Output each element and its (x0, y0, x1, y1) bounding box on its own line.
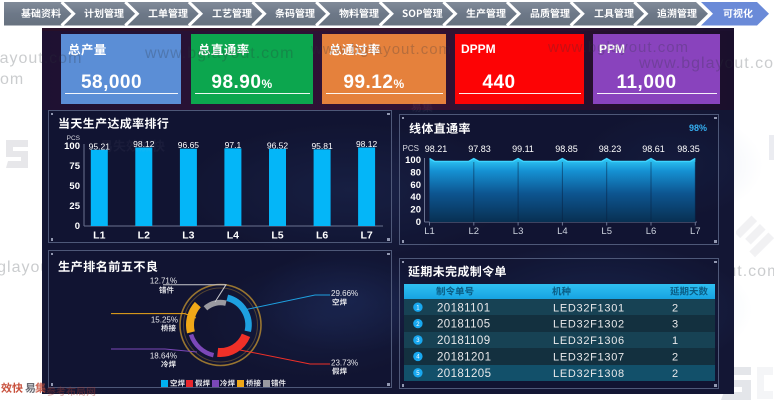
svg-text:0: 0 (416, 217, 421, 228)
svg-text:20181101: 20181101 (437, 302, 491, 314)
svg-text:5: 5 (416, 371, 420, 377)
svg-text:2: 2 (416, 322, 420, 328)
svg-text:100: 100 (405, 155, 421, 166)
svg-text:95.81: 95.81 (311, 141, 333, 151)
svg-text:23.73%: 23.73% (331, 359, 358, 368)
svg-text:L5: L5 (601, 226, 612, 237)
svg-text:LED32F1302: LED32F1302 (553, 319, 625, 331)
svg-text:L6: L6 (316, 230, 328, 242)
svg-text:20181201: 20181201 (437, 352, 491, 364)
svg-text:97.83: 97.83 (468, 144, 491, 154)
svg-text:97.1: 97.1 (225, 140, 242, 150)
svg-text:96.52: 96.52 (267, 140, 289, 150)
svg-text:0: 0 (75, 221, 80, 232)
svg-text:L4: L4 (557, 226, 568, 237)
svg-text:98.61: 98.61 (642, 144, 665, 154)
svg-text:LED32F1307: LED32F1307 (553, 352, 625, 364)
svg-text:96.65: 96.65 (178, 140, 200, 150)
svg-text:20181205: 20181205 (437, 368, 491, 380)
svg-text:L3: L3 (182, 230, 194, 242)
svg-text:98.23: 98.23 (599, 144, 622, 154)
svg-text:PCS: PCS (403, 144, 419, 153)
svg-text:15.25%: 15.25% (151, 316, 178, 325)
svg-text:98%: 98% (689, 123, 707, 133)
svg-text:3: 3 (416, 338, 420, 344)
svg-text:L1: L1 (424, 226, 435, 237)
svg-text:L2: L2 (138, 230, 150, 242)
svg-text:L7: L7 (690, 226, 701, 237)
svg-text:20181105: 20181105 (437, 319, 491, 331)
svg-text:40: 40 (410, 192, 421, 203)
svg-text:1: 1 (672, 335, 678, 347)
svg-text:L3: L3 (513, 226, 524, 237)
svg-text:50: 50 (69, 181, 80, 192)
svg-text:98.85: 98.85 (555, 144, 578, 154)
svg-text:98.12: 98.12 (356, 139, 378, 149)
svg-text:80: 80 (410, 167, 421, 178)
svg-text:L5: L5 (271, 230, 283, 242)
svg-text:99.11: 99.11 (512, 144, 534, 154)
svg-text:98.21: 98.21 (425, 144, 448, 154)
svg-text:L7: L7 (360, 230, 372, 242)
svg-text:4: 4 (416, 355, 420, 361)
svg-text:2: 2 (672, 352, 678, 364)
svg-text:20: 20 (410, 205, 421, 216)
svg-text:LED32F1301: LED32F1301 (553, 302, 625, 314)
svg-text:25: 25 (69, 201, 80, 212)
svg-text:LED32F1308: LED32F1308 (553, 368, 625, 380)
svg-text:29.66%: 29.66% (331, 289, 358, 298)
svg-text:2: 2 (672, 302, 678, 314)
svg-text:2: 2 (672, 368, 678, 380)
svg-text:L4: L4 (227, 230, 239, 242)
svg-text:75: 75 (69, 161, 80, 172)
svg-text:L1: L1 (93, 230, 105, 242)
svg-text:3: 3 (672, 319, 678, 331)
svg-text:LED32F1306: LED32F1306 (553, 335, 625, 347)
svg-text:L6: L6 (646, 226, 657, 237)
svg-text:20181109: 20181109 (437, 335, 491, 347)
svg-text:60: 60 (410, 180, 421, 191)
svg-text:18.64%: 18.64% (150, 352, 177, 361)
svg-text:98.12: 98.12 (133, 139, 155, 149)
svg-text:95.21: 95.21 (89, 141, 111, 151)
svg-text:12.71%: 12.71% (150, 277, 177, 286)
svg-text:L2: L2 (469, 226, 480, 237)
svg-text:PCS: PCS (67, 135, 81, 142)
svg-text:100: 100 (64, 141, 80, 152)
svg-text:1: 1 (416, 305, 420, 311)
svg-text:98.35: 98.35 (677, 144, 700, 154)
